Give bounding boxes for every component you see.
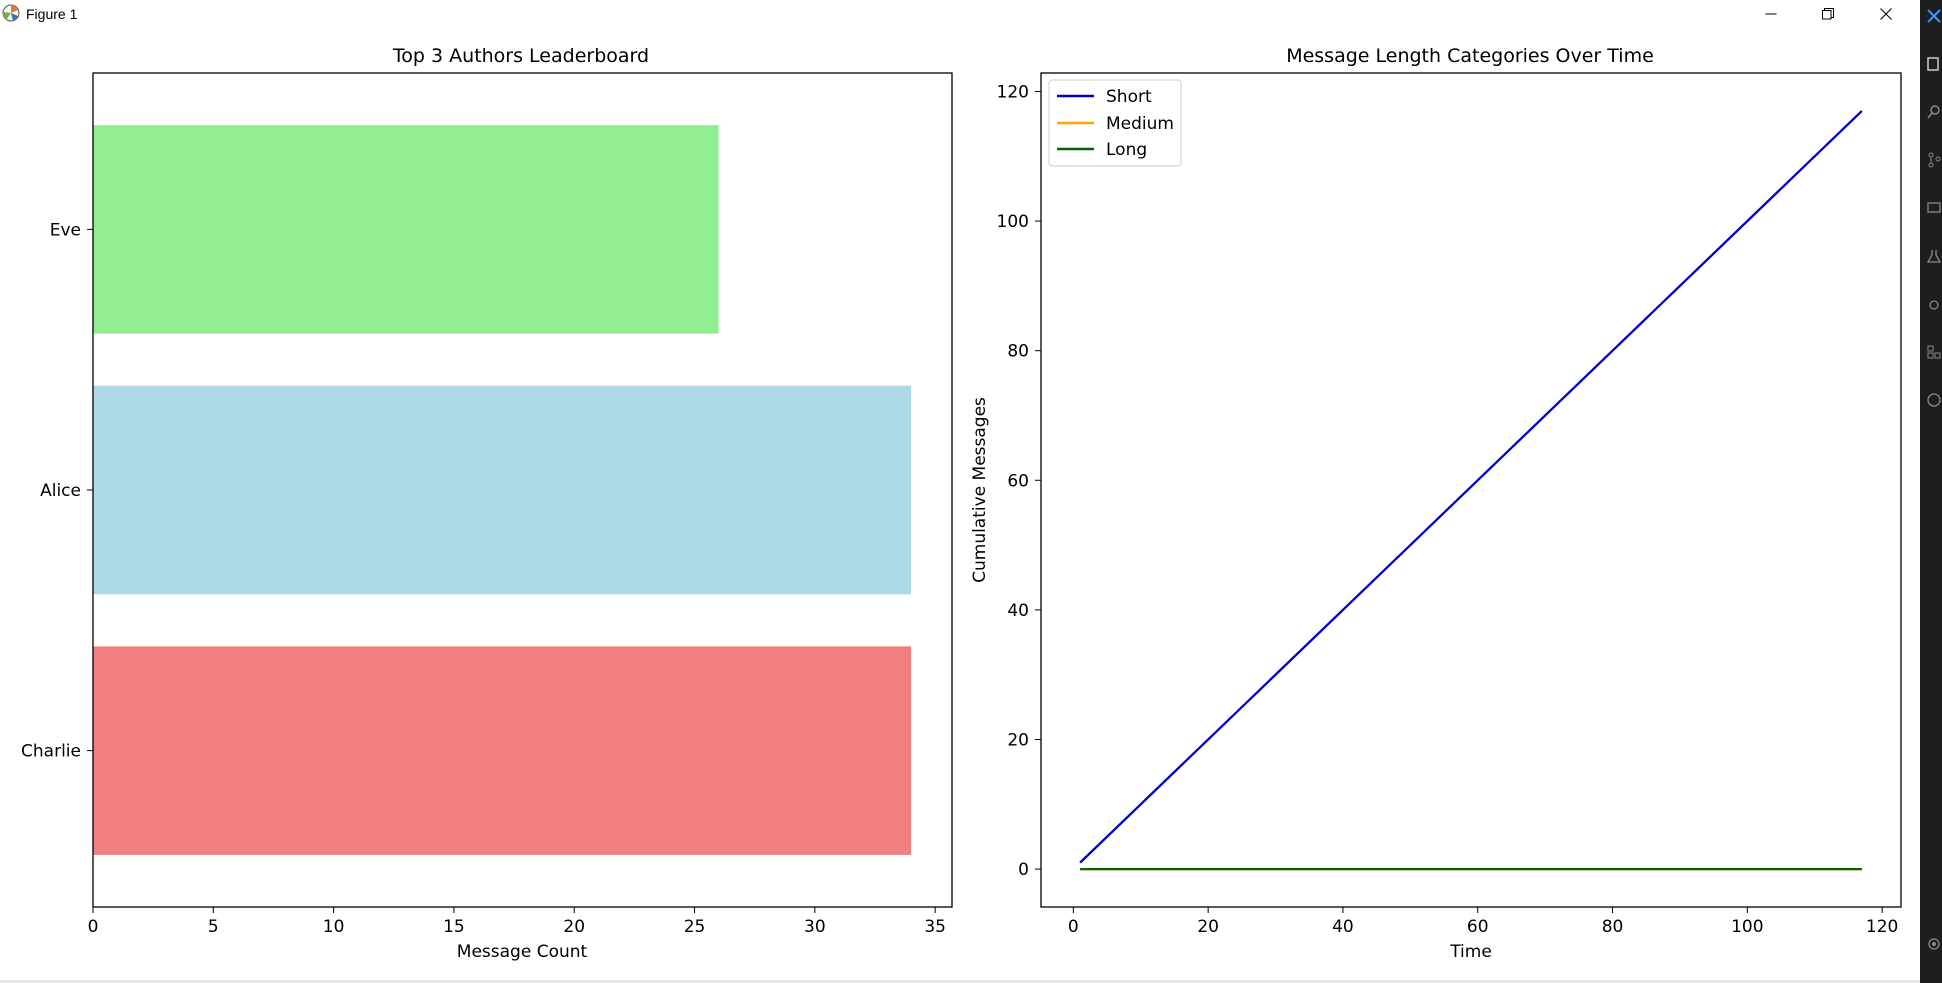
y-tick-label: 80 (1007, 342, 1029, 362)
restore-button[interactable] (1805, 0, 1851, 28)
x-tick-label: 35 (924, 917, 946, 937)
x-tick-label: 60 (1467, 917, 1489, 937)
search-icon[interactable] (1926, 104, 1942, 120)
remote-icon[interactable] (1926, 200, 1942, 216)
message-length-lines (1079, 110, 1863, 871)
window-titlebar: Figure 1 (0, 0, 1942, 28)
extensions-icon[interactable] (1926, 344, 1942, 360)
close-button[interactable] (1863, 0, 1909, 28)
y-tick-label: 40 (1007, 601, 1029, 621)
message-length-title: Message Length Categories Over Time (1286, 45, 1654, 67)
settings-icon[interactable] (1926, 936, 1942, 952)
message-length-axes-frame (1040, 72, 1902, 908)
x-tick-label: 100 (1731, 917, 1763, 937)
bar-charlie (93, 646, 912, 855)
window-title: Figure 1 (26, 6, 78, 22)
message-length-chart: Message Length Categories Over Time 0 20 4… (970, 45, 1902, 962)
x-tick-label: 120 (1866, 917, 1898, 937)
leaderboard-x-ticks: 0 5 10 15 20 25 30 35 (88, 907, 946, 937)
matplotlib-app-icon (2, 4, 20, 22)
leaderboard-category-ticks: Charlie Alice Eve (21, 220, 93, 762)
x-tick-label: 30 (804, 917, 826, 937)
leaderboard-xlabel: Message Count (457, 942, 588, 962)
message-length-xlabel: Time (1449, 942, 1492, 962)
x-tick-label: 20 (1197, 917, 1219, 937)
y-tick-label: 100 (997, 212, 1029, 232)
x-tick-label: 15 (443, 917, 465, 937)
x-tick-label: 10 (323, 917, 345, 937)
x-tick-label: 25 (684, 917, 706, 937)
minimize-icon (1765, 13, 1777, 15)
leaderboard-bars (93, 125, 912, 855)
y-tick-label: 120 (997, 82, 1029, 102)
side-activity-bar (1920, 0, 1942, 983)
series-line-short (1079, 110, 1863, 864)
bar-eve (93, 125, 719, 334)
explorer-icon[interactable] (1926, 56, 1942, 72)
legend-label-medium: Medium (1106, 114, 1174, 134)
x-tick-label: 40 (1332, 917, 1354, 937)
bar-alice (93, 385, 912, 595)
legend-label-short: Short (1106, 87, 1152, 107)
x-tick-label: 5 (208, 917, 219, 937)
close-icon (1880, 8, 1892, 20)
window-bottom-border (0, 980, 1920, 983)
y-tick-label: 60 (1007, 471, 1029, 491)
message-length-x-ticks: 0 20 40 60 80 100 120 (1068, 907, 1898, 937)
y-tick-label: 0 (1018, 860, 1029, 880)
legend-label-long: Long (1106, 140, 1147, 160)
x-tick-label: 80 (1602, 917, 1624, 937)
source-control-icon[interactable] (1926, 152, 1942, 168)
x-tick-label: 20 (563, 917, 585, 937)
debug-icon[interactable] (1926, 296, 1942, 312)
y-tick-label: Charlie (21, 742, 81, 762)
message-length-legend: Short Medium Long (1048, 79, 1182, 167)
y-tick-label: Alice (40, 481, 81, 501)
leaderboard-chart: Top 3 Authors Leaderboard Charlie Alice Ev… (21, 45, 953, 962)
close-icon[interactable] (1926, 8, 1942, 24)
message-length-ylabel: Cumulative Messages (970, 397, 990, 583)
restore-icon (1822, 8, 1834, 20)
leaderboard-title: Top 3 Authors Leaderboard (392, 45, 649, 67)
accounts-icon[interactable] (1926, 392, 1942, 408)
x-tick-label: 0 (1068, 917, 1079, 937)
message-length-y-ticks: 0 20 40 60 80 100 120 (997, 82, 1041, 880)
legend-box (1048, 79, 1182, 167)
minimize-button[interactable] (1748, 0, 1794, 28)
testing-icon[interactable] (1926, 248, 1942, 264)
x-tick-label: 0 (88, 917, 99, 937)
y-tick-label: 20 (1007, 730, 1029, 750)
y-tick-label: Eve (50, 220, 81, 240)
